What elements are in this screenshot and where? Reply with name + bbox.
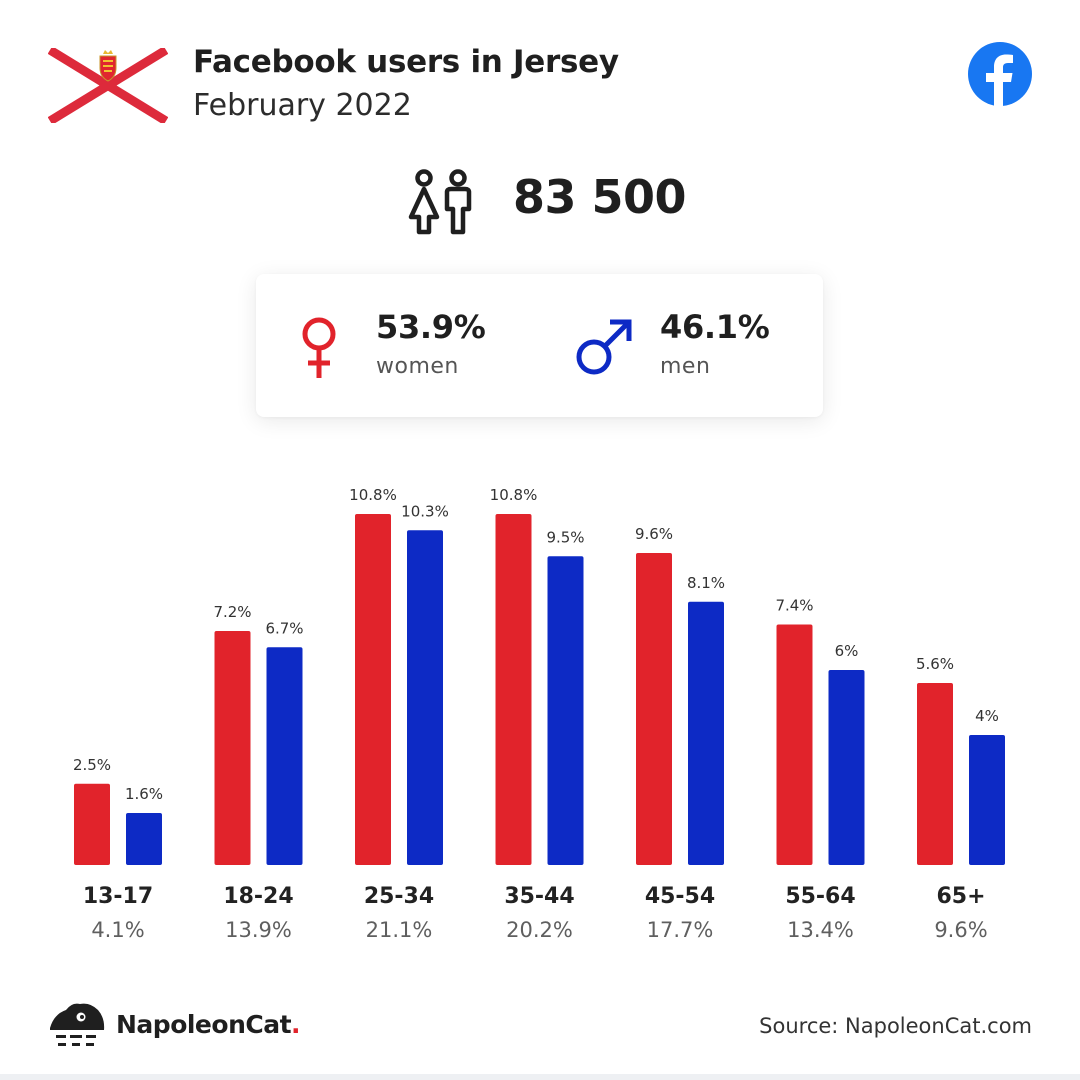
- bar-45-54-1: [688, 601, 724, 865]
- brand-name: NapoleonCat: [116, 1010, 292, 1039]
- gender-split-card: 53.9% women 46.1% men: [256, 274, 823, 417]
- source-credit: Source: NapoleonCat.com: [759, 1014, 1032, 1038]
- age-group-label: 25-34: [363, 884, 435, 909]
- bar-value-label: 6%: [835, 642, 859, 660]
- napoleoncat-logo-icon: [50, 1003, 105, 1046]
- bar-value-label: 8.1%: [687, 574, 725, 592]
- age-group-label: 13-17: [82, 884, 154, 909]
- age-group-total: 13.9%: [225, 918, 292, 942]
- brand-dot: .: [291, 1010, 301, 1039]
- age-group-total: 17.7%: [646, 918, 714, 942]
- bar-value-label: 10.8%: [490, 486, 538, 504]
- age-group-total: 13.4%: [787, 918, 854, 942]
- age-group-label: 18-24: [223, 884, 294, 909]
- bar-value-label: 6.7%: [265, 619, 303, 637]
- total-users-value: 83 500: [513, 170, 687, 224]
- bar-value-label: 7.2%: [213, 603, 251, 621]
- bar-value-label: 2.5%: [73, 756, 111, 774]
- bar-13-17-0: [74, 783, 110, 865]
- bar-45-54-0: [636, 553, 672, 865]
- women-label: women: [376, 354, 459, 379]
- facebook-logo-icon: [968, 42, 1032, 106]
- male-symbol-icon: [576, 319, 632, 375]
- bar-35-44-1: [547, 556, 584, 865]
- bar-25-34-1: [407, 530, 443, 865]
- age-group-total: 21.1%: [365, 918, 433, 942]
- napoleoncat-brand: NapoleonCat.: [116, 1010, 301, 1039]
- bar-value-label: 9.5%: [546, 528, 584, 546]
- bar-55-64-0: [776, 624, 813, 865]
- bar-value-label: 5.6%: [916, 655, 954, 673]
- people-icon: [408, 169, 472, 235]
- age-group-total: 4.1%: [91, 918, 145, 942]
- bar-value-label: 1.6%: [125, 785, 163, 803]
- bar-13-17-1: [126, 813, 162, 865]
- bar-18-24-1: [266, 647, 303, 865]
- bar-value-label: 10.8%: [349, 486, 397, 504]
- chart-title: Facebook users in Jersey: [193, 44, 619, 80]
- age-gender-bar-chart: 2.5%1.6%7.2%6.7%10.8%10.3%10.8%9.5% 9.6%8…: [73, 486, 1005, 865]
- bottom-band: [0, 1074, 1080, 1080]
- jersey-flag-icon: [48, 48, 168, 123]
- bar-25-34-0: [355, 514, 391, 865]
- age-group-label: 45-54: [644, 884, 716, 909]
- age-group-total: 20.2%: [506, 918, 573, 942]
- bar-55-64-1: [828, 670, 865, 865]
- men-label: men: [660, 354, 711, 379]
- age-group-label: 55-64: [785, 884, 856, 909]
- bar-value-label: 10.3%: [401, 502, 449, 520]
- age-group-label: 35-44: [504, 884, 575, 909]
- bar-18-24-0: [214, 631, 251, 865]
- bar-65+-0: [917, 683, 953, 865]
- men-percentage: 46.1%: [660, 308, 770, 346]
- female-symbol-icon: [302, 317, 336, 378]
- bar-35-44-0: [495, 514, 532, 865]
- age-group-total: 9.6%: [934, 918, 988, 942]
- age-group-label: 65+: [936, 884, 986, 909]
- bar-value-label: 9.6%: [635, 525, 673, 543]
- chart-subtitle: February 2022: [193, 88, 412, 123]
- bar-value-label: 4%: [975, 707, 999, 725]
- bar-65+-1: [969, 735, 1005, 865]
- bar-value-label: 7.4%: [775, 597, 813, 615]
- women-percentage: 53.9%: [376, 308, 486, 346]
